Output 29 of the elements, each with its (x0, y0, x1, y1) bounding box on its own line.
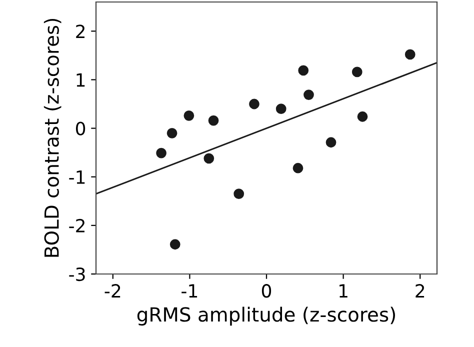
x-tick-label: 2 (416, 284, 424, 298)
x-tick-label: 1 (340, 284, 348, 298)
point (352, 66, 362, 78)
x-tick-label: -2 (104, 284, 120, 298)
x-tick-label: -1 (182, 284, 198, 298)
point (357, 111, 368, 122)
point (404, 49, 416, 60)
y-axis-title: BOLD contrast (z-scores) (44, 18, 62, 257)
point (234, 188, 244, 200)
point (166, 128, 178, 138)
point (184, 110, 194, 121)
point (298, 65, 309, 76)
x-axis-title: gRMS amplitude (z-scores) (137, 306, 396, 326)
y-tick-label: -3 (69, 267, 85, 282)
point (208, 115, 219, 126)
point (204, 153, 214, 164)
y-tick-label: 2 (76, 24, 84, 38)
point (326, 137, 336, 148)
point (249, 98, 260, 110)
point (276, 104, 286, 114)
x-tick-label: 0 (262, 284, 272, 298)
y-tick-label: 0 (76, 122, 86, 136)
point (292, 162, 304, 174)
y-tick-label: -1 (69, 170, 85, 184)
point (156, 148, 166, 158)
point (304, 90, 314, 100)
y-tick-label: -2 (69, 218, 84, 232)
y-tick-label: 1 (76, 73, 85, 87)
point (170, 239, 180, 250)
